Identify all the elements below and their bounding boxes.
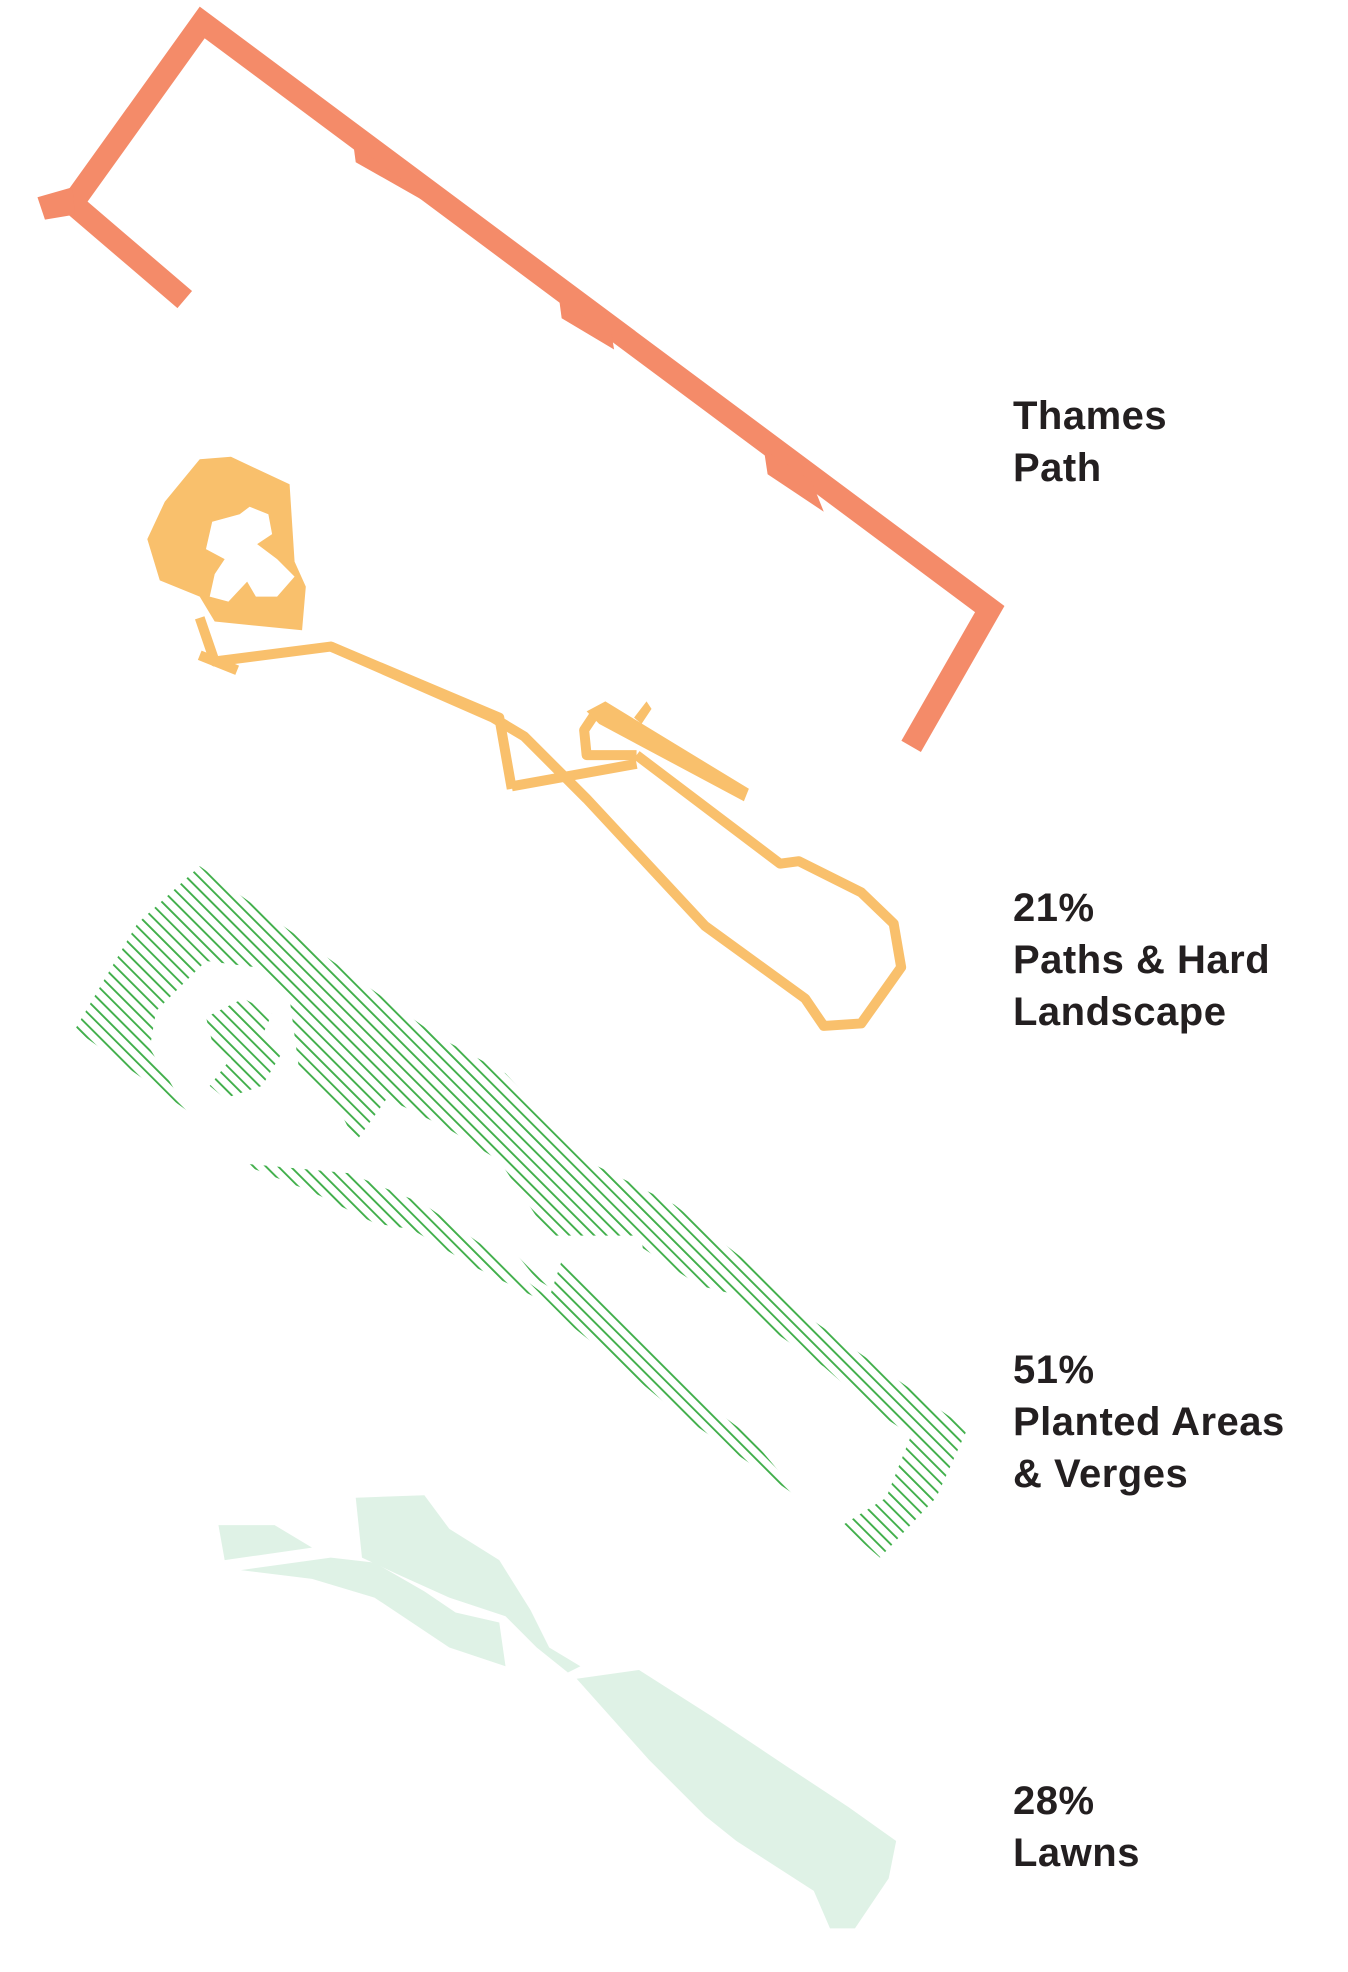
label-line: & Verges bbox=[1013, 1448, 1285, 1500]
label-line: Planted Areas bbox=[1013, 1396, 1285, 1448]
percent: 28% bbox=[1013, 1775, 1140, 1827]
label-line: Path bbox=[1013, 442, 1167, 494]
lawns-layer bbox=[218, 1495, 896, 1928]
thames-path-layer bbox=[37, 22, 989, 746]
layer-label: 51% Planted Areas & Verges bbox=[1013, 1344, 1285, 1500]
layer-label: Thames Path bbox=[1013, 390, 1167, 494]
page: Thames Path 21% Paths & Hard Landscape 5… bbox=[0, 0, 1348, 1972]
layer-label: 21% Paths & Hard Landscape bbox=[1013, 882, 1270, 1038]
label-line: Paths & Hard bbox=[1013, 934, 1270, 986]
label-line: Lawns bbox=[1013, 1827, 1140, 1879]
percent: 51% bbox=[1013, 1344, 1285, 1396]
layer-label: 28% Lawns bbox=[1013, 1775, 1140, 1879]
label-line: Landscape bbox=[1013, 986, 1270, 1038]
percent: 21% bbox=[1013, 882, 1270, 934]
label-line: Thames bbox=[1013, 390, 1167, 442]
planted-layer bbox=[75, 866, 967, 1557]
